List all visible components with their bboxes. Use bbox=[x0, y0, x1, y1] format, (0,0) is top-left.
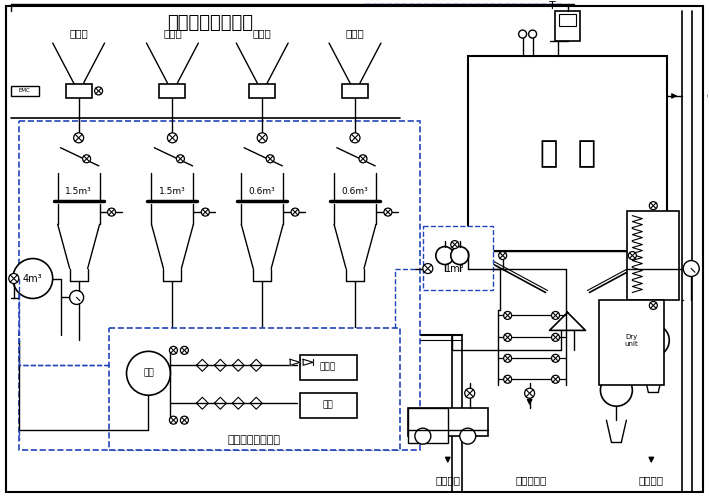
Bar bbox=[408, 408, 448, 443]
Text: 空压机: 空压机 bbox=[320, 363, 336, 372]
Circle shape bbox=[552, 312, 559, 320]
Text: 二电场: 二电场 bbox=[163, 28, 182, 38]
Circle shape bbox=[291, 208, 299, 216]
Bar bbox=[342, 84, 368, 98]
Circle shape bbox=[359, 155, 367, 163]
Circle shape bbox=[167, 133, 177, 143]
Circle shape bbox=[503, 312, 512, 320]
Circle shape bbox=[649, 302, 657, 310]
Text: 气力输送供气系统: 气力输送供气系统 bbox=[228, 435, 281, 445]
Text: 干灰装车: 干灰装车 bbox=[639, 475, 664, 485]
Circle shape bbox=[518, 30, 527, 38]
Bar bbox=[11, 86, 39, 96]
Circle shape bbox=[108, 208, 116, 216]
Circle shape bbox=[169, 346, 177, 354]
Circle shape bbox=[180, 416, 189, 424]
Circle shape bbox=[451, 247, 469, 264]
Bar bbox=[627, 211, 679, 301]
Bar bbox=[300, 393, 357, 418]
Circle shape bbox=[350, 133, 360, 143]
Circle shape bbox=[384, 208, 392, 216]
Circle shape bbox=[464, 388, 475, 398]
Text: EMC: EMC bbox=[19, 88, 30, 93]
Bar bbox=[554, 11, 581, 41]
Bar bbox=[300, 355, 357, 380]
Circle shape bbox=[683, 260, 699, 276]
Text: 1m³: 1m³ bbox=[445, 263, 464, 273]
Circle shape bbox=[266, 155, 274, 163]
Circle shape bbox=[13, 258, 52, 299]
Text: T: T bbox=[549, 1, 556, 11]
Circle shape bbox=[529, 30, 537, 38]
Circle shape bbox=[83, 155, 91, 163]
Text: 1.5m³: 1.5m³ bbox=[65, 187, 92, 196]
Circle shape bbox=[459, 428, 476, 444]
Text: 四电场: 四电场 bbox=[345, 28, 364, 38]
Text: 0.6m³: 0.6m³ bbox=[342, 187, 369, 196]
Text: 总罐: 总罐 bbox=[143, 369, 154, 378]
Bar bbox=[423, 226, 493, 290]
Circle shape bbox=[69, 290, 84, 305]
Bar bbox=[559, 14, 576, 26]
Polygon shape bbox=[303, 359, 313, 365]
Bar bbox=[408, 408, 488, 436]
Circle shape bbox=[552, 333, 559, 341]
Circle shape bbox=[503, 375, 512, 383]
Circle shape bbox=[552, 375, 559, 383]
Circle shape bbox=[415, 428, 431, 444]
Circle shape bbox=[601, 374, 632, 406]
Circle shape bbox=[435, 248, 475, 288]
Bar bbox=[599, 301, 664, 385]
Circle shape bbox=[525, 388, 535, 398]
Circle shape bbox=[708, 92, 709, 100]
Circle shape bbox=[637, 325, 669, 356]
Circle shape bbox=[74, 133, 84, 143]
Circle shape bbox=[257, 133, 267, 143]
Circle shape bbox=[649, 202, 657, 210]
Circle shape bbox=[126, 351, 170, 395]
Circle shape bbox=[436, 247, 454, 264]
Polygon shape bbox=[290, 359, 300, 365]
Circle shape bbox=[177, 155, 184, 163]
Circle shape bbox=[628, 251, 637, 259]
Circle shape bbox=[552, 354, 559, 362]
Circle shape bbox=[9, 273, 18, 283]
Text: Dry
unit: Dry unit bbox=[625, 334, 638, 347]
Circle shape bbox=[94, 87, 103, 95]
Bar bbox=[160, 84, 185, 98]
Text: 1.5m³: 1.5m³ bbox=[159, 187, 186, 196]
Circle shape bbox=[503, 333, 512, 341]
Circle shape bbox=[498, 251, 507, 259]
Circle shape bbox=[169, 416, 177, 424]
Circle shape bbox=[503, 354, 512, 362]
Bar bbox=[250, 84, 275, 98]
Bar bbox=[66, 84, 91, 98]
Circle shape bbox=[201, 208, 209, 216]
Circle shape bbox=[180, 346, 189, 354]
Circle shape bbox=[451, 241, 459, 248]
Text: 4m³: 4m³ bbox=[23, 273, 43, 283]
Text: 湿灰装车: 湿灰装车 bbox=[435, 475, 460, 485]
Circle shape bbox=[423, 263, 432, 273]
Text: 0.6m³: 0.6m³ bbox=[249, 187, 276, 196]
Text: 灰  库: 灰 库 bbox=[540, 139, 596, 168]
Bar bbox=[18, 121, 420, 450]
Polygon shape bbox=[549, 313, 586, 331]
Text: 浓相气力输送系统: 浓相气力输送系统 bbox=[167, 14, 253, 32]
Text: 三电场: 三电场 bbox=[253, 28, 272, 38]
Text: 压力水进口: 压力水进口 bbox=[516, 475, 547, 485]
Text: 备用: 备用 bbox=[323, 401, 333, 410]
Bar bbox=[108, 329, 400, 450]
Text: 一电场: 一电场 bbox=[69, 28, 88, 38]
Bar bbox=[468, 56, 667, 250]
